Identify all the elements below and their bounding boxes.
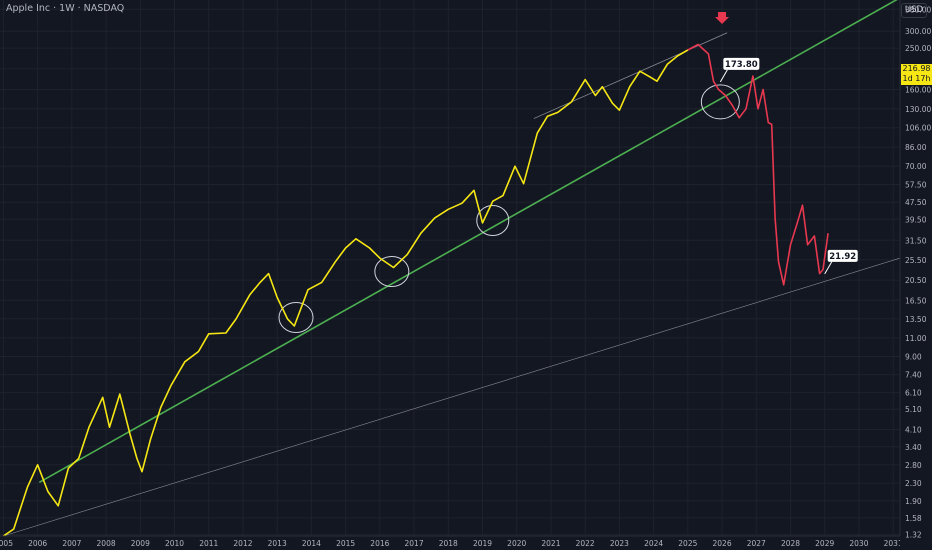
x-tick-label: 2018 (439, 539, 458, 548)
annotations: 173.80 21.92 (719, 57, 858, 275)
x-tick-label: 2015 (336, 539, 355, 548)
main-support-trendline (38, 0, 898, 483)
x-tick-label: 2005 (0, 539, 13, 548)
price-series (2, 43, 829, 537)
y-tick-label: 16.50 (905, 296, 927, 305)
y-tick-label: 4.10 (905, 425, 922, 434)
x-tick-label: 2026 (713, 539, 732, 548)
annotation-pointer (824, 261, 833, 275)
down-arrow-shape (715, 12, 730, 24)
annotation-box (723, 57, 760, 70)
y-tick-label: 39.50 (905, 215, 927, 224)
x-tick-label: 2011 (199, 539, 218, 548)
annotation-label: 21.92 (829, 252, 856, 262)
projected-price-line (687, 43, 829, 286)
y-tick-label: 300.00 (905, 27, 931, 36)
x-tick-label: 2025 (678, 539, 697, 548)
y-tick-label: 2.80 (905, 461, 922, 470)
y-tick-label: 160.00 (905, 86, 931, 95)
y-tick-label: 130.00 (905, 105, 931, 114)
x-tick-label: 2006 (28, 539, 47, 548)
x-tick-label: 2013 (268, 539, 287, 548)
y-tick-label: 86.00 (905, 143, 927, 152)
historical-price-line (2, 49, 689, 537)
x-tick-label: 2019 (473, 539, 492, 548)
x-tick-label: 2027 (747, 539, 766, 548)
x-tick-label: 2012 (233, 539, 252, 548)
x-tick-label: 2009 (131, 539, 150, 548)
x-tick-label: 2008 (97, 539, 116, 548)
y-axis[interactable]: 380.00300.00250.00200.00160.00130.00106.… (899, 0, 932, 550)
highlight-circle (476, 204, 510, 236)
y-tick-label: 6.10 (905, 389, 922, 398)
y-tick-label: 250.00 (905, 44, 931, 53)
x-tick-label: 2030 (849, 539, 868, 548)
highlight-circle (278, 302, 314, 334)
grid (0, 0, 900, 536)
y-tick-label: 25.50 (905, 256, 927, 265)
long-term-support-line (3, 257, 901, 537)
x-tick-label: 2024 (644, 539, 663, 548)
y-tick-label: 1.32 (905, 531, 922, 540)
x-tick-label: 2007 (62, 539, 81, 548)
y-tick-label: 106.00 (905, 124, 931, 133)
y-tick-label: 3.40 (905, 443, 922, 452)
y-tick-label: 20.50 (905, 276, 927, 285)
annotation-pointer (719, 69, 728, 83)
y-axis-panel (900, 0, 932, 550)
y-tick-label: 11.00 (905, 334, 927, 343)
y-tick-label: 57.50 (905, 180, 927, 189)
y-tick-label: 9.00 (905, 353, 922, 362)
last-price-value: 216.98 (902, 64, 931, 73)
x-tick-label: 2022 (576, 539, 595, 548)
annotation-label: 173.80 (725, 60, 758, 70)
currency-button[interactable]: USD (901, 3, 927, 18)
x-tick-label: 2021 (541, 539, 560, 548)
x-tick-label: 2010 (165, 539, 184, 548)
y-tick-label: 7.40 (905, 371, 922, 380)
x-tick-label: 2020 (507, 539, 526, 548)
x-tick-label: 2016 (370, 539, 389, 548)
x-tick-label: 2017 (405, 539, 424, 548)
x-tick-label: 2014 (302, 539, 321, 548)
y-tick-label: 1.58 (905, 514, 922, 523)
y-tick-label: 31.50 (905, 236, 927, 245)
y-tick-label: 70.00 (905, 162, 927, 171)
y-tick-label: 13.50 (905, 315, 927, 324)
y-tick-label: 5.10 (905, 405, 922, 414)
y-tick-label: 2.30 (905, 479, 922, 488)
highlight-circle (374, 256, 410, 288)
down-arrow-icon (715, 12, 730, 24)
support-highlights (278, 84, 740, 334)
last-price-tag: 216.98 1d 17h (901, 64, 932, 85)
x-tick-label: 2023 (610, 539, 629, 548)
x-tick-label: 2028 (781, 539, 800, 548)
trendlines (3, 0, 901, 537)
y-tick-label: 1.90 (905, 497, 922, 506)
x-tick-label: 2029 (815, 539, 834, 548)
x-tick-label: 2031 (884, 539, 903, 548)
bar-countdown: 1d 17h (902, 74, 931, 83)
y-tick-label: 380.00 (905, 5, 931, 14)
chart-title: Apple Inc · 1W · NASDAQ (6, 3, 125, 14)
highlight-circle (700, 84, 740, 120)
annotation-box (827, 249, 858, 262)
x-axis: 2005 2006 2007 2008 2009 2010 2011 2012 2013 2014… (0, 535, 903, 548)
y-tick-label: 47.50 (905, 198, 927, 207)
